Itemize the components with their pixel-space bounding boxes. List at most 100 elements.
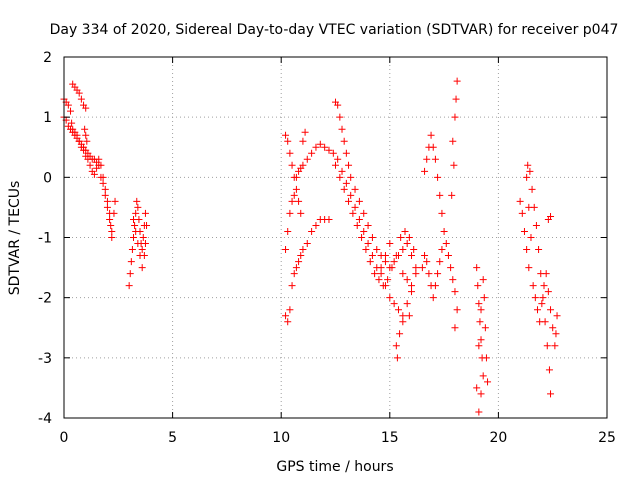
data-point: [399, 246, 407, 254]
data-point: [394, 306, 402, 314]
data-point: [132, 209, 140, 217]
data-point: [473, 264, 481, 272]
data-point: [297, 252, 305, 260]
data-point: [338, 125, 346, 133]
data-point: [421, 252, 429, 260]
data-point: [90, 170, 98, 178]
data-point: [107, 221, 115, 229]
data-point: [360, 209, 368, 217]
data-point: [80, 146, 88, 154]
data-point: [539, 294, 547, 302]
x-tick-label: 20: [489, 430, 507, 446]
chart-title: Day 334 of 2020, Sidereal Day-to-day VTE…: [50, 22, 619, 38]
data-point: [303, 155, 311, 163]
data-point: [375, 276, 383, 284]
series-mid-2: [282, 140, 420, 320]
data-point: [412, 264, 420, 272]
data-point: [392, 252, 400, 260]
data-point: [351, 185, 359, 193]
data-point: [349, 209, 357, 217]
data-point: [532, 221, 540, 229]
data-point: [132, 227, 140, 235]
data-point: [396, 330, 404, 338]
data-point: [545, 366, 553, 374]
x-tick-label: 15: [381, 430, 399, 446]
data-point: [448, 191, 456, 199]
data-point: [399, 318, 407, 326]
data-point: [83, 137, 91, 145]
data-point: [290, 191, 298, 199]
data-point: [399, 312, 407, 320]
grid-lines: [64, 57, 607, 418]
data-point: [290, 173, 298, 181]
data-point: [360, 227, 368, 235]
x-tick-label: 5: [168, 430, 177, 446]
data-point: [482, 354, 490, 362]
data-point: [362, 246, 370, 254]
data-point: [418, 264, 426, 272]
data-point: [334, 101, 342, 109]
data-point: [103, 197, 111, 205]
data-point: [141, 240, 149, 248]
data-point: [75, 137, 83, 145]
data-point: [286, 209, 294, 217]
data-point: [77, 95, 85, 103]
x-axis-label: GPS time / hours: [276, 459, 393, 475]
data-point: [549, 324, 557, 332]
data-point: [477, 390, 485, 398]
data-point: [347, 191, 355, 199]
data-point: [401, 227, 409, 235]
data-point: [403, 240, 411, 248]
data-point: [436, 191, 444, 199]
data-point: [421, 167, 429, 175]
data-point: [82, 131, 90, 139]
data-point: [453, 77, 461, 85]
data-point: [438, 246, 446, 254]
data-point: [377, 270, 385, 278]
data-point: [542, 270, 550, 278]
data-point: [427, 131, 435, 139]
data-point: [99, 179, 107, 187]
data-point: [547, 390, 555, 398]
data-point: [538, 300, 546, 308]
data-point: [345, 197, 353, 205]
data-point: [475, 300, 483, 308]
data-point: [133, 197, 141, 205]
data-point: [130, 234, 138, 241]
data-point: [425, 270, 433, 278]
data-point: [526, 167, 534, 175]
data-point: [286, 149, 294, 157]
data-point: [342, 149, 350, 157]
data-point: [450, 161, 458, 169]
data-point: [103, 203, 111, 211]
data-point: [290, 270, 298, 278]
data-point: [358, 234, 366, 241]
data-point: [366, 258, 374, 266]
data-point: [284, 137, 292, 145]
series-early-4: [125, 197, 151, 290]
y-axis-label: SDTVAR / TECUs: [7, 181, 23, 296]
data-point: [139, 234, 147, 241]
data-point: [308, 227, 316, 235]
data-point: [447, 264, 455, 272]
data-point: [408, 252, 416, 260]
data-point: [108, 234, 116, 241]
data-point: [388, 264, 396, 272]
data-point: [474, 282, 482, 290]
data-point: [393, 354, 401, 362]
data-point: [297, 209, 305, 217]
data-point: [292, 264, 300, 272]
data-point: [477, 306, 485, 314]
data-point: [303, 240, 311, 248]
data-point: [312, 143, 320, 151]
data-point: [86, 161, 94, 169]
data-point: [345, 161, 353, 169]
data-point: [479, 372, 487, 380]
data-point: [449, 276, 457, 284]
data-point: [84, 155, 92, 163]
series-late-6: [377, 227, 418, 326]
data-point: [523, 173, 531, 181]
data-point: [449, 137, 457, 145]
data-point: [451, 324, 459, 332]
